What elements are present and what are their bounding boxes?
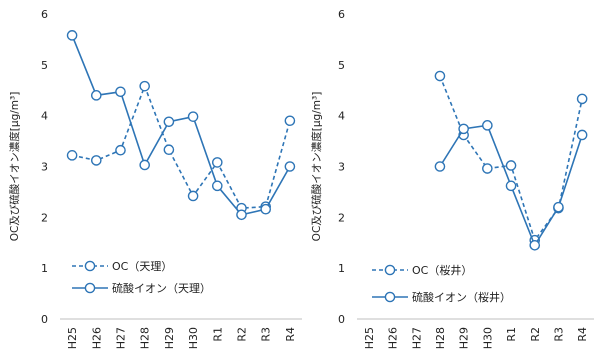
x-tick-label: H25 bbox=[363, 327, 376, 349]
series-line-sulfate bbox=[71, 35, 291, 216]
data-point bbox=[91, 90, 102, 101]
x-tick-label: H30 bbox=[187, 327, 200, 349]
data-point bbox=[284, 115, 296, 127]
data-point bbox=[482, 120, 493, 131]
x-tick-label: R3 bbox=[552, 327, 565, 342]
data-point bbox=[284, 161, 296, 172]
x-tick-label: H26 bbox=[387, 327, 400, 349]
x-tick-label: H26 bbox=[90, 327, 103, 349]
data-point bbox=[553, 201, 564, 213]
data-point bbox=[66, 150, 78, 161]
series-line-oc bbox=[439, 75, 583, 242]
legend-marker bbox=[84, 260, 96, 272]
y-tick-label: 1 bbox=[338, 262, 345, 275]
series-line-oc bbox=[71, 83, 291, 210]
y-tick-label: 6 bbox=[338, 8, 345, 21]
y-tick-label: 0 bbox=[41, 313, 48, 326]
y-tick-label: 3 bbox=[338, 161, 345, 174]
y-tick-label: 0 bbox=[338, 313, 345, 326]
x-tick-label: R3 bbox=[260, 327, 273, 342]
x-tick-label: R4 bbox=[284, 327, 297, 342]
data-point bbox=[434, 70, 446, 82]
y-tick-label: 2 bbox=[338, 211, 345, 224]
x-tick-label: H28 bbox=[434, 327, 447, 349]
data-point bbox=[139, 80, 150, 92]
legend-label: OC（桜井） bbox=[412, 263, 472, 277]
y-tick-label: 6 bbox=[41, 8, 48, 21]
y-tick-label: 2 bbox=[41, 211, 48, 224]
data-point bbox=[163, 116, 175, 128]
data-point bbox=[91, 155, 102, 166]
x-tick-label: H28 bbox=[139, 327, 152, 349]
data-point bbox=[458, 123, 469, 135]
legend-label: 硫酸イオン（桜井） bbox=[412, 290, 511, 304]
x-tick-label: H29 bbox=[458, 327, 471, 349]
data-point bbox=[115, 144, 126, 156]
chart-tenri: 0 1 2 3 4 5 6 H25 H26 H27 H28 H29 H30 R1 R2 R3 R4 OC及び硫酸イ… bbox=[8, 8, 302, 349]
x-tick-label: R2 bbox=[236, 327, 249, 342]
data-point bbox=[139, 159, 150, 171]
data-point bbox=[260, 203, 272, 215]
legend-label: OC（天理） bbox=[112, 260, 172, 273]
data-point bbox=[529, 239, 541, 251]
y-tick-label: 5 bbox=[41, 59, 48, 72]
x-tick-label: R4 bbox=[576, 327, 589, 342]
data-point bbox=[211, 180, 223, 192]
y-tick-label: 1 bbox=[41, 262, 48, 275]
data-point bbox=[505, 160, 517, 171]
data-point bbox=[576, 129, 588, 141]
data-point bbox=[211, 157, 223, 168]
legend-label: 硫酸イオン（天理） bbox=[112, 281, 211, 295]
data-point bbox=[505, 180, 517, 192]
y-tick-label: 4 bbox=[338, 110, 345, 123]
y-axis-title: OC及び硫酸イオン濃度[μg/m³] bbox=[310, 92, 323, 242]
data-point bbox=[576, 93, 588, 105]
y-tick-label: 3 bbox=[41, 161, 48, 174]
data-point bbox=[163, 144, 175, 156]
x-tick-label: H27 bbox=[115, 327, 128, 349]
x-tick-label: R2 bbox=[529, 327, 542, 342]
legend-marker bbox=[384, 264, 396, 276]
x-tick-label: R1 bbox=[211, 327, 224, 342]
y-axis-title: OC及び硫酸イオン濃度[μg/m³] bbox=[8, 92, 21, 242]
x-tick-label: H25 bbox=[66, 327, 79, 349]
y-tick-label: 5 bbox=[338, 59, 345, 72]
x-tick-label: H29 bbox=[163, 327, 176, 349]
legend-marker bbox=[384, 291, 396, 303]
chart-sakurai: 0 1 2 3 4 5 6 H25 H26 H27 H28 H29 H30 R1 R2 R3 R4 OC及び硫酸イ… bbox=[310, 8, 594, 349]
x-tick-label: H30 bbox=[481, 327, 494, 349]
x-tick-label: H27 bbox=[410, 327, 423, 349]
y-tick-label: 4 bbox=[41, 110, 48, 123]
data-point bbox=[187, 111, 199, 122]
data-point bbox=[236, 209, 247, 221]
data-point bbox=[66, 30, 78, 41]
x-tick-label: R1 bbox=[505, 327, 518, 342]
legend-marker bbox=[84, 282, 96, 294]
data-point bbox=[482, 163, 493, 174]
data-point bbox=[434, 161, 446, 172]
data-point bbox=[187, 190, 199, 202]
data-point bbox=[115, 86, 126, 98]
